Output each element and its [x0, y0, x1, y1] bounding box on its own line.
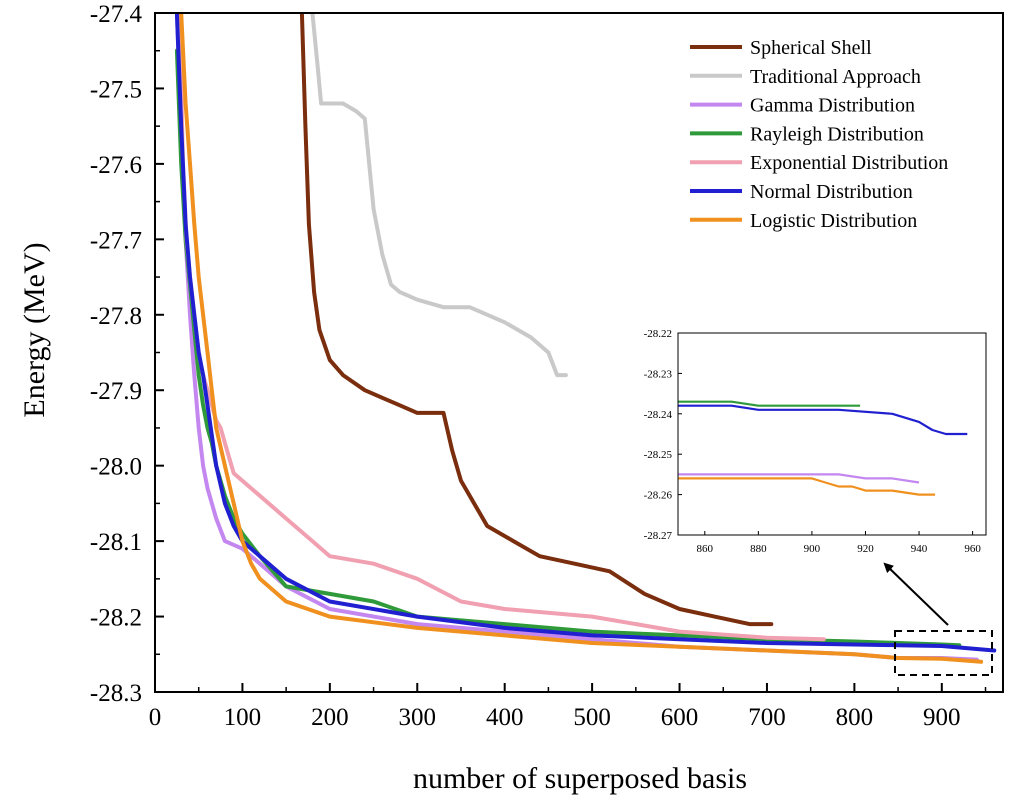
inset-line-gamma-distribution	[678, 473, 920, 484]
inset-background	[622, 322, 1000, 560]
y-tick-label: -28.1	[90, 529, 142, 556]
legend-label-rayleigh-distribution: Rayleigh Distribution	[750, 123, 924, 145]
legend-label-gamma-distribution: Gamma Distribution	[750, 95, 915, 117]
series-line-spherical-shell	[299, 13, 774, 627]
inset-x-tick-label: 920	[857, 543, 874, 555]
inset-x-tick-label: 860	[697, 543, 714, 555]
x-tick-label: 700	[748, 704, 786, 731]
inset-series-group	[678, 400, 968, 496]
plot-area: 0 100 200 300 400 500 600 700 800 900 -27.4 -27.5 -2…	[90, 1, 1004, 731]
inset-x-tick-label: 940	[911, 543, 928, 555]
x-tick-label: 500	[573, 704, 611, 731]
inset-y-tick-label: -28.27	[644, 530, 673, 542]
inset-line-normal-distribution	[678, 404, 968, 436]
inset-line-rayleigh-distribution	[678, 400, 861, 407]
x-tick-label: 200	[311, 704, 349, 731]
x-tick-label: 900	[923, 704, 961, 731]
inset-x-tick-label: 880	[750, 543, 767, 555]
legend-label-logistic-distribution: Logistic Distribution	[750, 210, 917, 232]
y-tick-label: -27.4	[90, 1, 143, 28]
x-tick-label: 400	[486, 704, 524, 731]
x-tick-label: 800	[836, 704, 874, 731]
inset-y-tick-label: -28.26	[644, 490, 673, 502]
inset-line-logistic-distribution	[678, 477, 936, 496]
legend: Spherical Shell Traditional Approach Gamma…	[690, 37, 948, 232]
y-tick-label: -27.6	[90, 152, 142, 179]
x-tick-label: 300	[399, 704, 437, 731]
y-tick-label: -27.7	[90, 227, 142, 254]
legend-label-exponential-distribution: Exponential Distribution	[750, 152, 948, 174]
y-tick-label: -27.9	[90, 378, 142, 405]
inset-y-tick-label: -28.24	[644, 409, 673, 421]
series-line-traditional-approach	[310, 13, 568, 378]
inset-y-tick-label: -28.23	[644, 368, 673, 380]
y-tick-label: -28.0	[90, 454, 142, 481]
inset-y-tick-label: -28.25	[644, 449, 673, 461]
y-tick-label: -27.5	[90, 76, 142, 103]
zoom-arrow	[883, 562, 949, 626]
legend-label-spherical-shell: Spherical Shell	[750, 37, 872, 59]
inset-y-tick-label: -28.22	[644, 328, 672, 340]
series-line-logistic-distribution	[179, 13, 984, 664]
series-line-normal-distribution	[174, 13, 997, 653]
x-tick-label: 600	[661, 704, 699, 731]
zoom-annotation	[883, 562, 993, 676]
x-tick-label: 0	[149, 704, 162, 731]
y-tick-label: -28.3	[90, 680, 142, 707]
zoom-region-box	[894, 630, 993, 676]
legend-label-traditional-approach: Traditional Approach	[750, 66, 921, 88]
inset-x-tick-label: 960	[964, 543, 981, 555]
inset-frame	[677, 332, 987, 536]
x-axis-label: number of superposed basis	[413, 762, 747, 795]
inset-chart: 860 880 900 920 940 960 -28.22 -28.23 -28.24 -28.…	[622, 322, 1000, 560]
y-tick-label: -27.8	[90, 303, 142, 330]
inset-x-tick-label: 900	[804, 543, 821, 555]
legend-label-normal-distribution: Normal Distribution	[750, 181, 913, 203]
series-group	[174, 13, 997, 664]
y-axis-label: Energy (MeV)	[18, 242, 51, 417]
y-tick-label: -28.2	[90, 605, 142, 632]
x-tick-label: 100	[224, 704, 262, 731]
